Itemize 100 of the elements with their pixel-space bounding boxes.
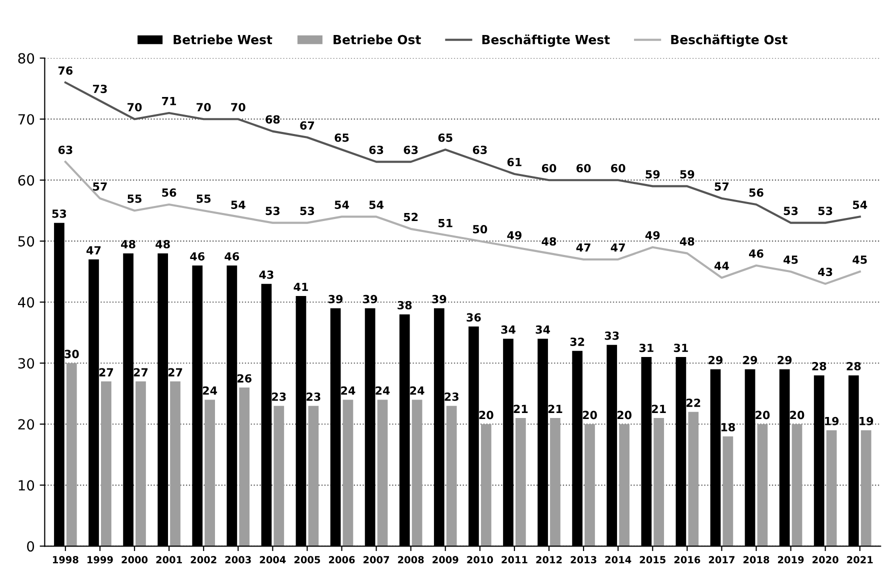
data-label: 21 [514, 404, 528, 413]
data-label: 20 [756, 410, 770, 420]
x-tick-label: 2006 [328, 556, 355, 564]
data-label: 29 [743, 356, 758, 364]
data-label: 47 [86, 246, 101, 254]
data-label: 48 [680, 237, 694, 246]
data-label: 45 [852, 256, 867, 264]
data-label: 63 [369, 146, 384, 154]
x-tick-label: 2007 [364, 556, 390, 564]
data-label: 53 [784, 206, 798, 216]
data-label: 18 [721, 422, 735, 432]
data-label: 47 [610, 243, 625, 252]
data-label: 46 [224, 252, 240, 261]
data-label: 23 [444, 392, 458, 401]
data-label: 52 [404, 212, 418, 222]
data-label: 28 [812, 362, 826, 370]
y-tick-label: 40 [18, 297, 34, 308]
x-tick-label: 2005 [294, 556, 320, 564]
data-label: 55 [196, 194, 211, 203]
data-label: 28 [846, 362, 861, 370]
data-label: 39 [432, 294, 446, 304]
data-label: 34 [536, 325, 550, 334]
bar [584, 424, 595, 546]
x-tick-label: 2010 [467, 556, 493, 564]
bar [136, 381, 146, 546]
data-label: 56 [162, 188, 176, 197]
data-label: 54 [334, 200, 349, 210]
bar [170, 381, 180, 546]
data-label: 48 [542, 237, 556, 246]
data-label: 32 [570, 338, 584, 346]
data-label: 46 [190, 252, 205, 261]
data-label: 24 [376, 386, 390, 395]
data-label: 53 [300, 206, 314, 216]
x-tick-label: 2016 [674, 556, 700, 564]
data-label: 53 [52, 209, 66, 218]
x-tick-label: 1999 [88, 556, 113, 564]
data-label: 61 [507, 158, 522, 166]
data-label: 54 [231, 200, 246, 210]
bar [792, 424, 802, 546]
bar [619, 424, 630, 546]
y-tick-label: 50 [18, 236, 34, 247]
data-label: 30 [64, 350, 79, 358]
bar [446, 406, 457, 546]
bar [550, 418, 560, 546]
data-label: 53 [818, 206, 832, 216]
data-label: 73 [92, 84, 107, 94]
y-tick-label: 70 [18, 114, 34, 125]
data-label: 27 [134, 368, 148, 376]
data-label: 68 [266, 115, 280, 124]
bar [860, 430, 872, 546]
data-label: 20 [479, 410, 494, 420]
data-label: 43 [259, 270, 274, 279]
data-label: 23 [272, 392, 286, 401]
x-tick-label: 2004 [260, 556, 286, 564]
data-label: 48 [156, 240, 170, 248]
data-label: 21 [548, 404, 562, 413]
data-label: 59 [646, 170, 660, 178]
x-tick-label: 2013 [570, 556, 596, 564]
data-label: 59 [680, 170, 694, 178]
data-label: 76 [58, 66, 73, 75]
data-label: 27 [99, 368, 114, 376]
data-label: 57 [714, 182, 729, 191]
data-label: 27 [168, 368, 182, 376]
data-label: 67 [300, 121, 314, 130]
bar [480, 424, 492, 546]
x-tick-label: 2014 [605, 556, 632, 564]
data-label: 49 [507, 231, 522, 240]
bar [515, 418, 526, 546]
bar [66, 363, 77, 546]
bar [308, 406, 319, 546]
data-label: 24 [202, 386, 218, 395]
data-label: 65 [334, 134, 349, 142]
y-tick-label: 60 [18, 175, 34, 186]
data-label: 53 [266, 206, 280, 216]
data-label: 60 [611, 164, 626, 172]
x-tick-label: 2018 [743, 556, 770, 564]
x-tick-label: 2015 [640, 556, 666, 564]
data-label: 71 [162, 97, 176, 106]
data-label: 51 [438, 219, 452, 228]
data-label: 39 [363, 294, 378, 304]
y-tick-label: 10 [18, 480, 34, 491]
bar [722, 436, 734, 546]
bar [239, 388, 250, 546]
bar [101, 381, 112, 546]
y-tick-label: 30 [18, 358, 34, 369]
x-tick-label: 2003 [225, 556, 251, 564]
y-tick-label: 20 [18, 419, 34, 430]
data-label: 70 [196, 102, 211, 112]
data-label: 48 [121, 240, 136, 248]
legend-label: Betriebe Ost [334, 34, 421, 44]
x-tick-label: 1998 [52, 556, 78, 564]
x-tick-label: 2012 [536, 556, 562, 564]
data-label: 31 [674, 344, 688, 352]
data-label: 22 [686, 398, 700, 407]
data-label: 20 [617, 410, 632, 420]
x-tick-label: 2011 [502, 556, 528, 564]
data-label: 70 [231, 102, 246, 112]
data-label: 49 [645, 231, 660, 240]
x-tick-label: 2020 [812, 556, 838, 564]
bar [826, 430, 837, 546]
